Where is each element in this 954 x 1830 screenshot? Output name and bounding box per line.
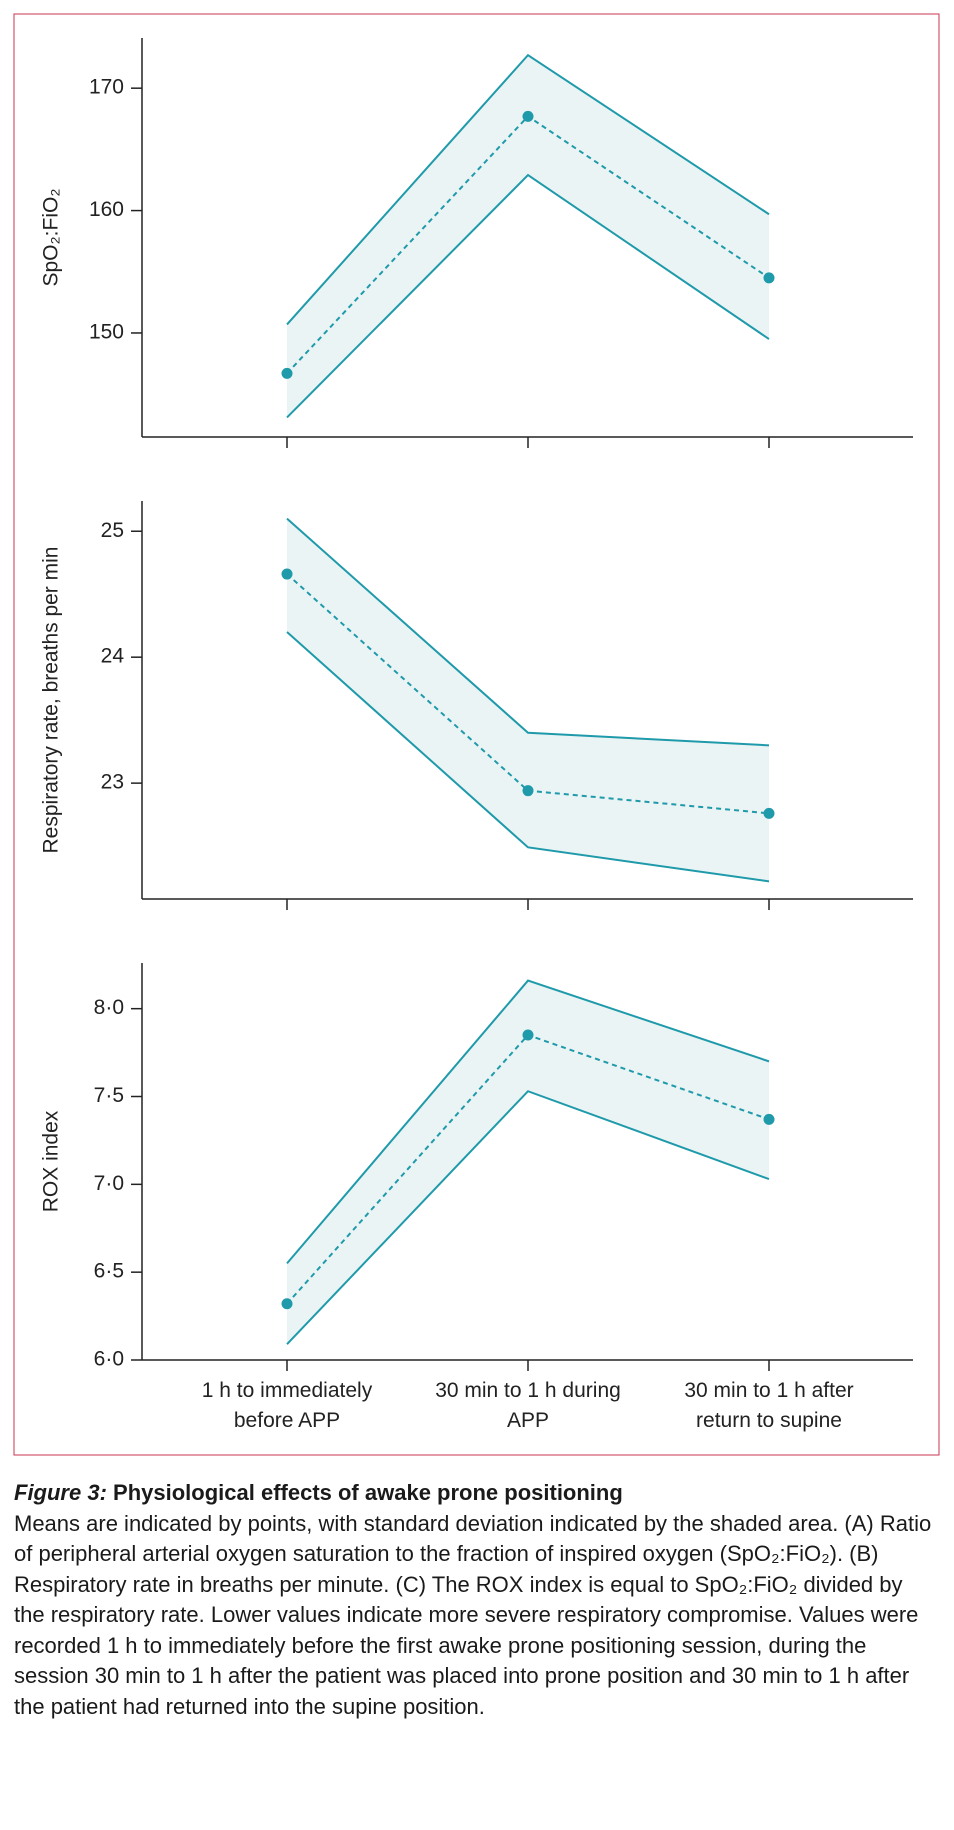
upper-line [286,517,770,747]
y-axis-label: ROX index [40,1110,63,1212]
caption-title: Figure 3: Physiological effects of awake… [14,1480,623,1505]
y-tick-label: 150 [89,321,124,344]
y-tick-label: 25 [101,519,124,542]
y-tick-label: 24 [101,645,125,668]
mean-point [281,568,293,580]
chart: SpO₂:FiO₂ 150 160 170 Respiratory rate, brea… [13,13,940,1456]
mean-point [763,1113,775,1125]
y-tick-label: 160 [89,198,124,221]
y-axis-label: Respiratory rate, breaths per min [40,547,63,854]
y-tick-label: 23 [101,771,124,794]
mean-point [522,785,534,797]
y-tick-label: 7·0 [94,1172,124,1195]
x-tick-label: 30 min to 1 h after return to supine [684,1379,854,1432]
y-tick-label: 7·5 [94,1084,124,1107]
upper-line [286,979,770,1265]
sd-band [287,980,769,1345]
mean-point [763,807,775,819]
x-tick-label: 30 min to 1 h during APP [435,1379,621,1432]
lower-line [286,173,770,419]
lower-line [286,631,770,883]
mean-point [522,1029,534,1041]
mean-point [763,272,775,284]
caption: Figure 3: Physiological effects of awake… [14,1478,938,1722]
y-tick-label: 6·0 [94,1348,124,1371]
caption-label: Figure 3: [14,1480,107,1505]
y-axis-label: SpO₂:FiO₂ [40,189,63,287]
mean-point [281,1298,293,1310]
upper-line [286,53,770,326]
sd-band [287,518,769,882]
lower-line [286,1090,770,1345]
x-tick-label: 1 h to immediately before APP [201,1379,373,1432]
y-tick-label: 8·0 [94,996,124,1019]
mean-point [522,110,534,122]
y-tick-label: 6·5 [94,1260,124,1283]
frame [13,13,940,1456]
mean-point [281,367,293,379]
caption-text: Means are indicated by points, with stan… [14,1510,932,1719]
y-tick-label: 170 [89,76,124,99]
sd-band [287,55,769,418]
caption-heading: Physiological effects of awake prone pos… [113,1480,623,1505]
